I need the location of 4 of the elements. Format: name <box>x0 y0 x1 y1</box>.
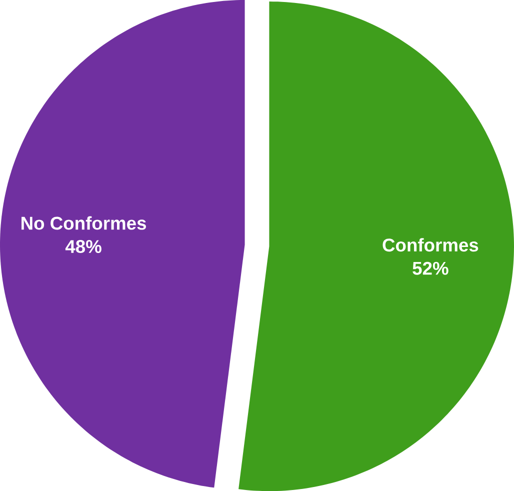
slice-label: No Conformes <box>22 216 146 230</box>
data-label: 48% <box>65 240 102 253</box>
data-label: 52% <box>412 262 448 275</box>
slice-label: Conformes <box>382 238 478 252</box>
